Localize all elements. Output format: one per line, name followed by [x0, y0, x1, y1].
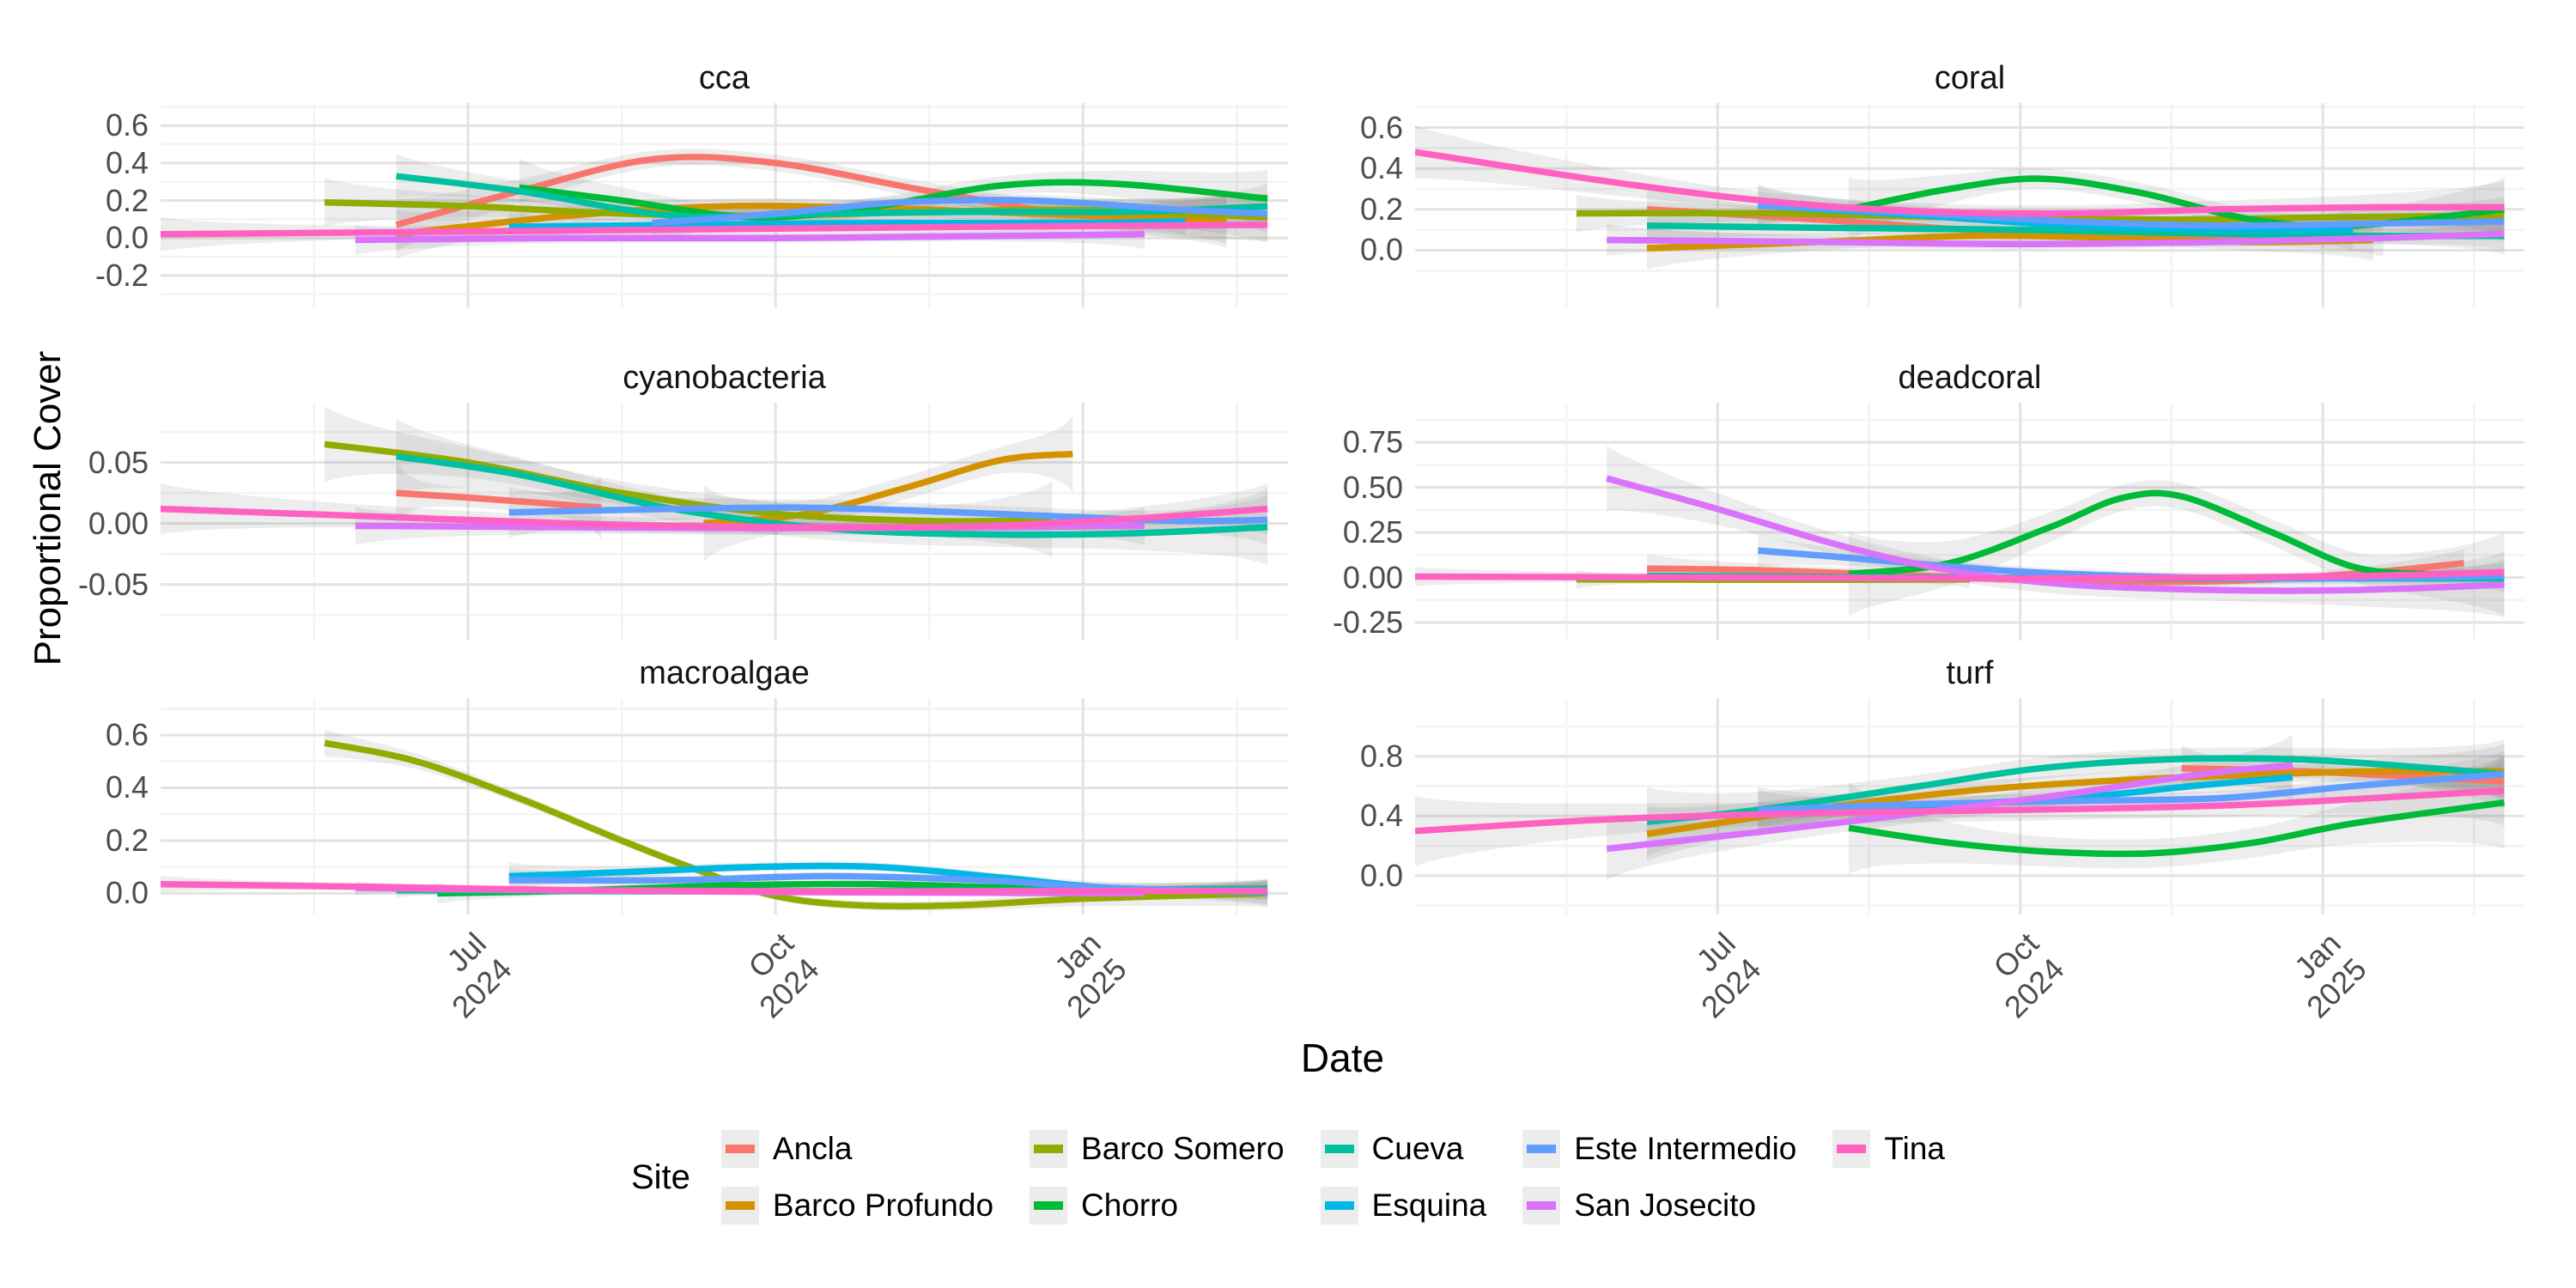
legend-key-line-icon [725, 1145, 755, 1153]
legend: Site Ancla Barco Profundo Barco Somero Chor… [0, 1130, 2576, 1224]
y-tick-label-macroalgae: 0.6 [105, 717, 149, 753]
facet-title-macroalgae: macroalgae [639, 655, 810, 691]
panel-macroalgae [161, 698, 1288, 914]
legend-grid: Ancla Barco Profundo Barco Somero Chorro Cue… [720, 1130, 1945, 1224]
legend-item-label: Esquina [1371, 1188, 1487, 1223]
legend-item-label: Tina [1884, 1131, 1945, 1166]
legend-item-label: Ancla [772, 1131, 853, 1166]
legend-key-line-icon [1527, 1145, 1557, 1153]
y-tick-label-deadcoral: 0.00 [1342, 559, 1403, 595]
y-tick-label-turf: 0.0 [1359, 857, 1403, 893]
y-tick-label-deadcoral: 0.25 [1342, 514, 1403, 550]
legend-item-barco-profundo: Barco Profundo [720, 1187, 994, 1224]
smooth-line-cyanobacteria-tina [161, 505, 1268, 531]
smooth-line-coral-tina [1415, 149, 2505, 217]
legend-key-swatch [720, 1187, 759, 1224]
legend-key-swatch [1522, 1130, 1561, 1168]
smooth-line-coral-san-josecito [1607, 230, 2505, 247]
legend-title: Site [630, 1157, 690, 1196]
legend-item-label: San Josecito [1574, 1188, 1757, 1223]
legend-item-label: Barco Somero [1081, 1131, 1285, 1166]
legend-item-label: Este Intermedio [1574, 1131, 1797, 1166]
legend-item-esquina: Esquina [1320, 1187, 1487, 1224]
y-tick-label-cyanobacteria: -0.05 [77, 566, 149, 602]
smooth-line-deadcoral-tina [1415, 568, 2505, 582]
smooth-line-cyanobacteria-este-intermedio [508, 504, 1268, 525]
y-tick-label-macroalgae: 0.2 [105, 822, 149, 858]
legend-key-line-icon [1324, 1145, 1354, 1153]
legend-key-swatch [1522, 1187, 1561, 1224]
smooth-line-turf-tina [1415, 787, 2505, 835]
legend-item-barco-somero: Barco Somero [1030, 1130, 1285, 1168]
ci-band-turf-este-intermedio [1758, 750, 2505, 834]
legend-key-line-icon [1034, 1201, 1064, 1210]
legend-key-line-icon [1527, 1201, 1557, 1210]
legend-item-este-intermedio: Este Intermedio [1522, 1130, 1796, 1168]
y-tick-label-coral: 0.4 [1359, 150, 1403, 186]
facet-title-turf: turf [1946, 655, 1994, 691]
ci-band-cca-ancla [396, 149, 1227, 252]
panel-turf [1415, 698, 2524, 914]
legend-item-tina: Tina [1832, 1130, 1945, 1168]
y-tick-label-deadcoral: 0.50 [1342, 469, 1403, 505]
legend-key-line-icon [1837, 1145, 1867, 1153]
smooth-line-cca-cueva [396, 173, 1268, 221]
legend-key-swatch [1320, 1187, 1358, 1224]
panel-cca [161, 103, 1288, 307]
smooth-line-cyanobacteria-barco-somero [324, 440, 1053, 525]
panel-coral [1415, 103, 2524, 307]
legend-item-chorro: Chorro [1030, 1187, 1285, 1224]
y-tick-label-turf: 0.8 [1359, 738, 1403, 774]
y-tick-label-turf: 0.4 [1359, 798, 1403, 834]
y-tick-label-cca: 0.4 [105, 144, 149, 180]
legend-key-line-icon [725, 1201, 755, 1210]
smooth-line-cca-este-intermedio [652, 197, 1268, 227]
smooth-line-cca-san-josecito [355, 231, 1145, 244]
smooth-line-turf-este-intermedio [1758, 770, 2505, 814]
legend-item-label: Barco Profundo [772, 1188, 994, 1223]
legend-item-san-josecito: San Josecito [1522, 1187, 1796, 1224]
smooth-line-cca-tina [161, 222, 1268, 238]
facet-title-cca: cca [698, 60, 750, 96]
y-tick-label-cca: -0.2 [94, 257, 149, 293]
legend-key-line-icon [1324, 1201, 1354, 1210]
legend-item-label: Cueva [1371, 1131, 1464, 1166]
facet-title-coral: coral [1934, 60, 2006, 96]
ci-band-deadcoral-chorro [1849, 480, 2505, 617]
ci-band-turf-chorro [1849, 756, 2505, 875]
y-tick-label-cyanobacteria: 0.05 [88, 444, 149, 480]
y-tick-label-cca: 0.0 [105, 220, 149, 256]
legend-key-swatch [1030, 1187, 1068, 1224]
legend-key-line-icon [1034, 1145, 1064, 1153]
y-tick-label-macroalgae: 0.4 [105, 769, 149, 805]
y-tick-label-deadcoral: 0.75 [1342, 424, 1403, 460]
legend-item-cueva: Cueva [1320, 1130, 1487, 1168]
smooth-line-turf-chorro [1848, 799, 2506, 858]
panel-cyanobacteria [161, 403, 1288, 641]
legend-item-label: Chorro [1081, 1188, 1179, 1223]
legend-key-swatch [1832, 1130, 1871, 1168]
y-tick-label-coral: 0.6 [1359, 109, 1403, 145]
y-tick-label-cyanobacteria: 0.00 [88, 505, 149, 541]
x-axis-title: Date [1300, 1036, 1385, 1080]
y-tick-label-deadcoral: -0.25 [1332, 605, 1403, 640]
smooth-line-cyanobacteria-barco-profundo [703, 450, 1073, 527]
smooth-line-cyanobacteria-ancla [396, 489, 602, 511]
ci-band-coral-san-josecito [1607, 217, 2505, 256]
y-tick-label-cca: 0.6 [105, 107, 149, 143]
facet-title-deadcoral: deadcoral [1898, 360, 2042, 396]
y-tick-label-cca: 0.2 [105, 182, 149, 218]
y-tick-label-coral: 0.2 [1359, 191, 1403, 227]
legend-item-ancla: Ancla [720, 1130, 993, 1168]
y-tick-label-macroalgae: 0.0 [105, 875, 149, 911]
y-tick-label-coral: 0.0 [1359, 232, 1403, 268]
legend-key-swatch [720, 1130, 759, 1168]
panel-deadcoral [1415, 403, 2524, 641]
smooth-line-macroalgae-tina [161, 880, 1268, 895]
facet-title-cyanobacteria: cyanobacteria [623, 360, 826, 396]
smooth-line-turf-san-josecito [1606, 762, 2293, 853]
legend-key-swatch [1030, 1130, 1068, 1168]
legend-key-swatch [1320, 1130, 1358, 1168]
